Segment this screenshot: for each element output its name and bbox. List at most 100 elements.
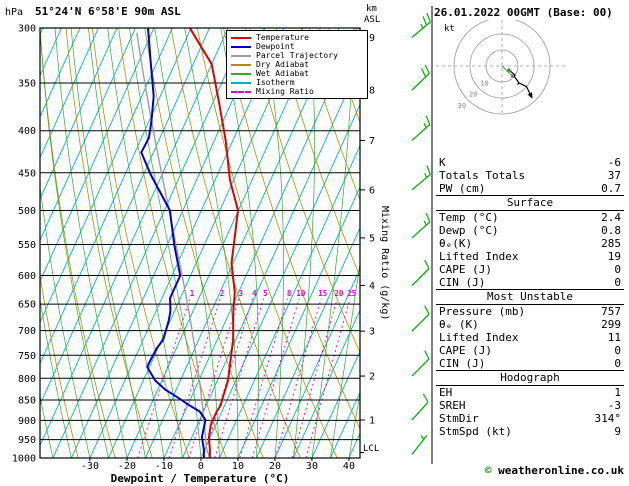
svg-text:7: 7 (369, 136, 375, 147)
legend-label: Isotherm (256, 77, 295, 87)
legend-label: Temperature (256, 32, 309, 42)
altitude-axis-unit-km: km (366, 4, 377, 14)
stat-row: θₑ (K) 299 (436, 318, 624, 331)
stat-value: 9 (614, 425, 621, 438)
svg-text:5: 5 (263, 289, 268, 298)
sounding-curves (136, 28, 239, 458)
stat-label: Dewp (°C) (439, 224, 499, 237)
stat-row: Lifted Index 11 (436, 331, 624, 344)
plot-border (39, 27, 361, 459)
svg-text:950: 950 (18, 435, 36, 446)
stat-label: SREH (439, 399, 466, 412)
svg-text:-10: -10 (155, 461, 173, 472)
hodograph-arrow (527, 92, 533, 99)
svg-text:2: 2 (369, 372, 375, 383)
svg-text:10: 10 (296, 289, 306, 298)
stat-label: CIN (J) (439, 276, 486, 289)
copyright-text: weatheronline.co.uk (498, 464, 624, 477)
svg-text:0: 0 (198, 461, 204, 472)
svg-text:10: 10 (232, 461, 244, 472)
stat-value: 314° (594, 412, 622, 425)
legend-swatch-wet_adiabat (231, 72, 251, 75)
stat-value: 285 (601, 237, 621, 250)
stat-value: 299 (601, 318, 621, 331)
axis-tick-labels: 3003504004505005506006507007508008509009… (12, 24, 375, 473)
stat-label: θₑ(K) (439, 237, 473, 250)
stat-row: K -6 (436, 156, 624, 169)
stat-row: EH 1 (436, 386, 624, 399)
svg-text:5: 5 (369, 233, 375, 244)
stat-label: Lifted Index (439, 331, 519, 344)
stat-label: Pressure (mb) (439, 305, 526, 318)
x-axis-title: Dewpoint / Temperature (°C) (110, 472, 290, 485)
stat-row: SREH -3 (436, 399, 624, 412)
svg-text:800: 800 (18, 374, 36, 385)
legend-label: Dewpoint (256, 41, 295, 51)
pressure-axis-unit: hPa (5, 7, 24, 18)
dewpoint-curve (140, 28, 207, 458)
svg-text:30: 30 (458, 102, 466, 110)
hodograph-ring (469, 33, 535, 99)
legend-label: Mixing Ratio (256, 86, 314, 96)
lcl-label: LCL (363, 444, 380, 454)
wind-barb (411, 221, 431, 239)
legend-item: Temperature (231, 33, 363, 42)
legend-label: Wet Adiabat (256, 68, 309, 78)
stat-value: 19 (607, 250, 621, 263)
svg-text:700: 700 (18, 326, 36, 337)
stat-row: StmSpd (kt) 9 (436, 425, 624, 438)
wind-barb (411, 435, 428, 455)
copyright-symbol: © (484, 464, 492, 477)
hodograph-ring (453, 20, 551, 115)
stat-label: StmDir (439, 412, 479, 425)
legend-item: Parcel Trajectory (231, 51, 363, 60)
stat-label: CIN (J) (439, 357, 486, 370)
altitude-axis-unit-asl: ASL (364, 15, 381, 25)
svg-text:400: 400 (18, 126, 36, 137)
wind-barb (411, 313, 430, 332)
temperature-curve (188, 28, 239, 458)
svg-text:1: 1 (190, 289, 195, 298)
svg-text:350: 350 (18, 79, 36, 90)
stat-row: CIN (J) 0 (436, 357, 624, 370)
stat-row: CAPE (J) 0 (436, 263, 624, 276)
copyright-footer: © weatheronline.co.uk (434, 464, 624, 477)
wind-barb (411, 268, 430, 286)
stat-value: -3 (607, 399, 621, 412)
legend-swatch-isotherm (231, 81, 251, 84)
svg-text:20: 20 (269, 461, 281, 472)
svg-text:-30: -30 (81, 461, 99, 472)
stat-row: θₑ(K) 285 (436, 237, 624, 250)
svg-text:750: 750 (18, 351, 36, 362)
legend-label: Parcel Trajectory (256, 50, 338, 60)
stat-row: Lifted Index 19 (436, 250, 624, 263)
svg-text:450: 450 (18, 168, 36, 179)
svg-text:1: 1 (369, 415, 375, 426)
stat-label: CAPE (J) (439, 263, 492, 276)
svg-text:600: 600 (18, 271, 36, 282)
storm-motion-vector (501, 65, 513, 77)
datetime-title: 26.01.2022 00GMT (Base: 00) (434, 6, 613, 19)
svg-text:4: 4 (252, 289, 257, 298)
svg-text:15: 15 (318, 289, 327, 298)
stat-row: Pressure (mb) 757 (436, 305, 624, 318)
stat-label: K (439, 156, 446, 169)
legend-item: Isotherm (231, 78, 363, 87)
svg-text:500: 500 (18, 206, 36, 217)
legend-swatch-parcel (231, 54, 251, 57)
svg-text:3: 3 (369, 327, 375, 338)
svg-text:3: 3 (238, 289, 243, 298)
svg-text:8: 8 (369, 86, 375, 97)
svg-text:25: 25 (347, 289, 356, 298)
hodograph-ring (485, 49, 519, 83)
stat-label: CAPE (J) (439, 344, 492, 357)
hodograph-unit-label: kt (444, 24, 455, 34)
stat-label: Lifted Index (439, 250, 519, 263)
svg-text:20: 20 (469, 91, 477, 99)
stat-row: Temp (°C) 2.4 (436, 211, 624, 224)
stat-section-title: Surface (436, 195, 624, 211)
stat-row: PW (cm) 0.7 (436, 182, 624, 195)
stat-value: 11 (607, 331, 621, 344)
